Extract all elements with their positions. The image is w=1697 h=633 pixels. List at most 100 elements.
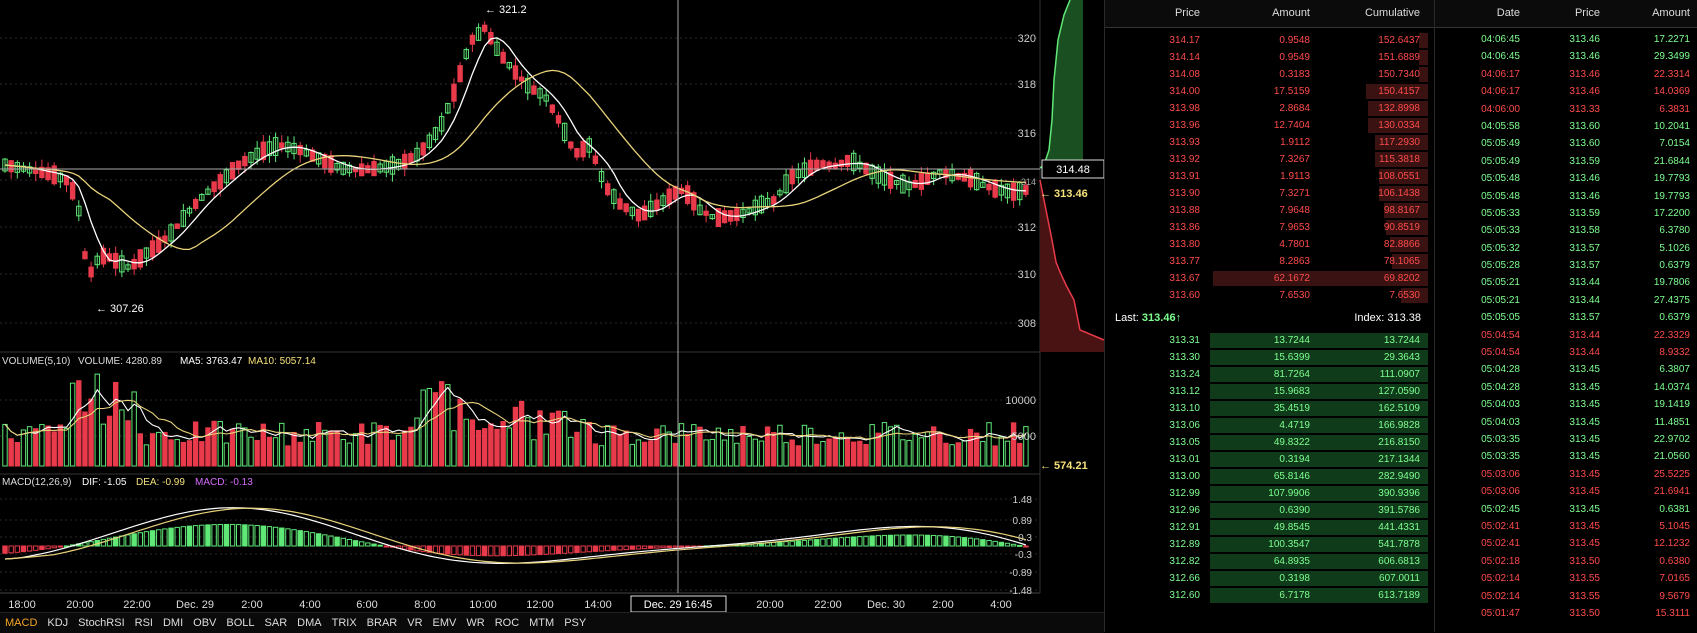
ask-row[interactable]: 313.92 7.3267 115.3818: [1105, 151, 1435, 168]
volume-bar: [426, 387, 433, 467]
indicator-tab-rsi[interactable]: RSI: [134, 617, 153, 629]
ask-row[interactable]: 313.60 7.6530 7.6530: [1105, 287, 1435, 304]
candle-body: [734, 208, 740, 222]
header-cumulative[interactable]: Cumulative: [1364, 7, 1420, 19]
ask-row[interactable]: 313.80 4.7801 82.8866: [1105, 236, 1435, 253]
indicator-tab-dmi[interactable]: DMI: [162, 617, 184, 629]
ask-row[interactable]: 313.91 1.9113 108.0551: [1105, 168, 1435, 185]
ask-row[interactable]: 313.96 12.7404 130.0334: [1105, 117, 1435, 134]
bid-row[interactable]: 312.89 100.3547 541.7878: [1105, 536, 1435, 553]
bid-row[interactable]: 312.99 107.9906 390.9396: [1105, 485, 1435, 502]
trade-row[interactable]: 04:06:00 313.33 6.3831: [1435, 101, 1697, 118]
ask-row[interactable]: 314.14 0.9549 151.6889: [1105, 49, 1435, 66]
bid-amount: 49.8322: [1273, 437, 1310, 448]
ask-row[interactable]: 314.17 0.9548 152.6437: [1105, 32, 1435, 49]
trade-row[interactable]: 04:06:17 313.46 22.3314: [1435, 66, 1697, 83]
bid-row[interactable]: 312.66 0.3198 607.0011: [1105, 570, 1435, 587]
trade-row[interactable]: 05:05:33 313.58 6.3780: [1435, 222, 1697, 239]
indicator-tab-mtm[interactable]: MTM: [529, 617, 555, 629]
indicator-tab-wr[interactable]: WR: [466, 617, 485, 629]
trade-row[interactable]: 05:05:21 313.44 27.4375: [1435, 292, 1697, 309]
ask-row[interactable]: 313.90 7.3271 106.1438: [1105, 185, 1435, 202]
ask-row[interactable]: 313.77 8.2863 78.1065: [1105, 253, 1435, 270]
indicator-tab-psy[interactable]: PSY: [564, 617, 587, 629]
ask-row[interactable]: 313.88 7.9648 98.8167: [1105, 202, 1435, 219]
indicator-tab-stochrsi[interactable]: StochRSI: [78, 617, 125, 629]
trade-row[interactable]: 04:05:58 313.60 10.2041: [1435, 118, 1697, 135]
trade-row[interactable]: 05:05:48 313.46 19.7793: [1435, 188, 1697, 205]
trading-chart[interactable]: 320 318 316 312 310 308 314 314.48 ← 313…: [0, 0, 1104, 632]
macd-bar: [783, 541, 789, 547]
indicator-tab-vr[interactable]: VR: [407, 617, 423, 629]
ask-row[interactable]: 313.93 1.9112 117.2930: [1105, 134, 1435, 151]
indicator-tab-trix[interactable]: TRIX: [331, 617, 357, 629]
indicator-tab-brar[interactable]: BRAR: [366, 617, 398, 629]
trade-row[interactable]: 04:06:45 313.46 29.3499: [1435, 48, 1697, 65]
header-price[interactable]: Price: [1174, 7, 1200, 19]
trade-row[interactable]: 05:02:41 313.45 12.1232: [1435, 535, 1697, 552]
trade-row[interactable]: 05:02:14 313.55 7.0165: [1435, 570, 1697, 587]
header-trade-price[interactable]: Price: [1574, 7, 1600, 19]
trade-row[interactable]: 05:02:41 313.45 5.1045: [1435, 518, 1697, 535]
trade-row[interactable]: 05:05:21 313.44 19.7806: [1435, 274, 1697, 291]
candle-body: [512, 65, 519, 80]
indicator-tab-dma[interactable]: DMA: [297, 617, 322, 629]
trade-row[interactable]: 05:02:45 313.45 0.6381: [1435, 501, 1697, 518]
header-amount[interactable]: Amount: [1272, 7, 1310, 19]
bid-row[interactable]: 313.00 65.8146 282.9490: [1105, 468, 1435, 485]
trade-row[interactable]: 05:02:18 313.50 0.6380: [1435, 553, 1697, 570]
trade-row[interactable]: 05:05:48 313.46 19.7793: [1435, 170, 1697, 187]
trade-row[interactable]: 05:04:28 313.45 6.3807: [1435, 361, 1697, 378]
header-trade-amount[interactable]: Amount: [1652, 7, 1690, 19]
ask-row[interactable]: 313.67 62.1672 69.8202: [1105, 270, 1435, 287]
indicator-tab-roc[interactable]: ROC: [494, 617, 520, 629]
bid-row[interactable]: 313.12 15.9683 127.0590: [1105, 383, 1435, 400]
trade-row[interactable]: 05:04:54 313.44 8.9332: [1435, 344, 1697, 361]
bid-row[interactable]: 312.82 64.8935 606.6813: [1105, 553, 1435, 570]
bid-row[interactable]: 312.96 0.6390 391.5786: [1105, 502, 1435, 519]
trade-row[interactable]: 05:03:35 313.45 22.9702: [1435, 431, 1697, 448]
ask-row[interactable]: 314.08 0.3183 150.7340: [1105, 66, 1435, 83]
trade-row[interactable]: 05:04:03 313.45 19.1419: [1435, 396, 1697, 413]
bid-row[interactable]: 313.10 35.4519 162.5109: [1105, 400, 1435, 417]
bid-row[interactable]: 313.06 4.4719 166.9828: [1105, 417, 1435, 434]
trade-row[interactable]: 05:04:54 313.44 22.3329: [1435, 327, 1697, 344]
volume-bar: [525, 417, 531, 467]
trade-row[interactable]: 05:03:06 313.45 21.6941: [1435, 483, 1697, 500]
bid-depth-area: [1040, 0, 1083, 168]
bid-row[interactable]: 313.31 13.7244 13.7244: [1105, 332, 1435, 349]
indicator-tab-kdj[interactable]: KDJ: [47, 617, 69, 629]
trade-row[interactable]: 04:06:45 313.46 17.2271: [1435, 31, 1697, 48]
bid-row[interactable]: 313.30 15.6399 29.3643: [1105, 349, 1435, 366]
ask-row[interactable]: 314.00 17.5159 150.4157: [1105, 83, 1435, 100]
trade-row[interactable]: 05:03:06 313.45 25.5225: [1435, 466, 1697, 483]
bid-row[interactable]: 312.60 6.7178 613.7189: [1105, 587, 1435, 604]
volume-bar: [328, 430, 334, 467]
ask-row[interactable]: 313.86 7.9653 90.8519: [1105, 219, 1435, 236]
bid-row[interactable]: 313.01 0.3194 217.1344: [1105, 451, 1435, 468]
bid-row[interactable]: 312.91 49.8545 441.4331: [1105, 519, 1435, 536]
trade-row[interactable]: 04:06:17 313.46 14.0369: [1435, 83, 1697, 100]
trade-row[interactable]: 05:05:28 313.57 0.6379: [1435, 257, 1697, 274]
trade-row[interactable]: 05:01:47 313.50 15.3111: [1435, 605, 1697, 622]
header-date[interactable]: Date: [1496, 7, 1520, 19]
candle-body: [254, 147, 260, 160]
indicator-tab-sar[interactable]: SAR: [264, 617, 288, 629]
depth-bar: [1386, 220, 1428, 235]
trade-row[interactable]: 05:02:14 313.55 9.5679: [1435, 588, 1697, 605]
bid-row[interactable]: 313.05 49.8322 216.8150: [1105, 434, 1435, 451]
trade-row[interactable]: 05:04:03 313.45 11.4851: [1435, 414, 1697, 431]
trade-row[interactable]: 05:03:35 313.45 21.0560: [1435, 448, 1697, 465]
indicator-tab-emv[interactable]: EMV: [432, 617, 457, 629]
trade-row[interactable]: 05:05:49 313.60 7.0154: [1435, 135, 1697, 152]
indicator-tab-boll[interactable]: BOLL: [226, 617, 255, 629]
trade-row[interactable]: 05:05:05 313.57 0.6379: [1435, 309, 1697, 326]
trade-row[interactable]: 05:04:28 313.45 14.0374: [1435, 379, 1697, 396]
trade-row[interactable]: 05:05:49 313.59 21.6844: [1435, 153, 1697, 170]
indicator-tab-macd[interactable]: MACD: [5, 617, 38, 629]
trade-row[interactable]: 05:05:33 313.59 17.2200: [1435, 205, 1697, 222]
trade-row[interactable]: 05:05:32 313.57 5.1026: [1435, 240, 1697, 257]
ask-row[interactable]: 313.98 2.8684 132.8998: [1105, 100, 1435, 117]
indicator-tab-obv[interactable]: OBV: [193, 617, 217, 629]
bid-row[interactable]: 313.24 81.7264 111.0907: [1105, 366, 1435, 383]
